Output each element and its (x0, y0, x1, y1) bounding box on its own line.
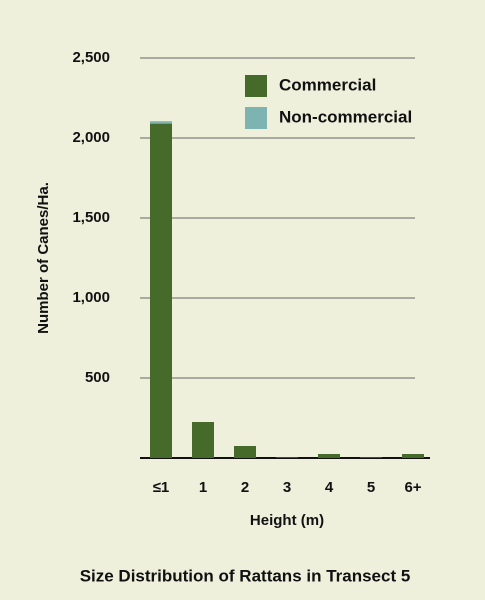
bar-segment (360, 457, 382, 458)
y-tick-label: 2,500 (72, 49, 110, 66)
bar-segment (192, 422, 214, 458)
bar-segment (276, 457, 298, 458)
legend-swatch (245, 75, 267, 97)
x-tick-label: 2 (241, 479, 249, 496)
bar-segment (234, 446, 256, 458)
x-tick-label: 4 (325, 479, 334, 496)
bar-segment (150, 123, 172, 458)
y-axis-label: Number of Canes/Ha. (35, 182, 52, 334)
x-tick-label: 3 (283, 479, 291, 496)
legend-swatch (245, 107, 267, 129)
x-tick-label: 6+ (404, 479, 421, 496)
legend-label: Commercial (279, 75, 376, 94)
legend-label: Non-commercial (279, 107, 412, 126)
y-tick-label: 1,500 (72, 209, 110, 226)
y-tick-label: 1,000 (72, 289, 110, 306)
x-tick-label: 5 (367, 479, 375, 496)
x-axis-label: Height (m) (250, 512, 324, 529)
bar-segment (318, 454, 340, 458)
bar-segment (150, 121, 172, 124)
x-tick-label: 1 (199, 479, 207, 496)
chart-title: Size Distribution of Rattans in Transect… (80, 566, 411, 585)
y-tick-label: 500 (85, 369, 110, 386)
y-tick-label: 2,000 (72, 129, 110, 146)
bar-segment (402, 454, 424, 458)
x-tick-label: ≤1 (153, 479, 170, 496)
